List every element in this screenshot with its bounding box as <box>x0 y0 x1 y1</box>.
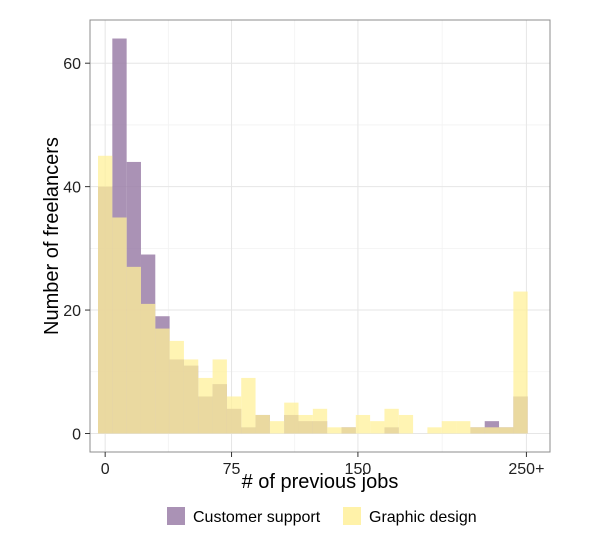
bar-graphic-design <box>355 414 371 434</box>
bar-graphic-design <box>112 217 127 434</box>
legend-key-customer-support <box>167 507 185 525</box>
bar-graphic-design <box>427 427 442 434</box>
graphic-design-bars <box>98 155 528 434</box>
y-tick-label: 20 <box>63 303 81 320</box>
legend-key-graphic-design <box>343 507 361 525</box>
bar-graphic-design <box>198 377 213 434</box>
bar-graphic-design <box>155 328 170 434</box>
legend-label-customer-support: Customer support <box>193 509 321 526</box>
x-tick-label: 150 <box>345 461 372 478</box>
legend: Customer support Graphic design <box>167 507 477 526</box>
bar-graphic-design <box>255 414 270 434</box>
bar-graphic-design <box>98 155 113 434</box>
bar-graphic-design <box>384 408 399 434</box>
bar-graphic-design <box>140 303 156 434</box>
x-tick-label: 250+ <box>508 461 544 478</box>
bar-graphic-design <box>470 427 485 434</box>
y-tick-label: 60 <box>63 56 81 73</box>
bar-graphic-design <box>398 414 414 434</box>
x-tick-label: 0 <box>101 461 110 478</box>
y-tick-label: 40 <box>63 180 81 197</box>
bar-graphic-design <box>226 396 242 434</box>
legend-label-graphic-design: Graphic design <box>369 509 477 526</box>
bar-graphic-design <box>312 408 328 434</box>
bar-graphic-design <box>456 421 471 434</box>
bar-graphic-design <box>212 359 227 434</box>
plot-border <box>89 19 551 453</box>
y-tick-label: 0 <box>72 426 81 443</box>
bar-graphic-design <box>169 340 184 434</box>
x-axis: 0 75 150 250+ <box>101 452 544 478</box>
bar-graphic-design <box>269 421 285 434</box>
bar-graphic-design <box>241 377 256 434</box>
bar-graphic-design <box>513 291 528 434</box>
bar-graphic-design <box>499 427 514 434</box>
bar-graphic-design <box>484 427 500 434</box>
bar-graphic-design <box>284 402 299 434</box>
x-axis-title: # of previous jobs <box>242 471 399 493</box>
bar-graphic-design <box>441 421 457 434</box>
bar-graphic-design <box>370 421 385 434</box>
bar-graphic-design <box>327 427 342 434</box>
y-axis: 0 20 40 60 <box>63 56 90 443</box>
x-tick-label: 75 <box>223 461 241 478</box>
y-axis-title: Number of freelancers <box>41 137 63 335</box>
bar-graphic-design <box>298 414 313 434</box>
bar-graphic-design <box>183 359 199 434</box>
bar-graphic-design <box>126 266 141 434</box>
bar-graphic-design <box>341 427 356 434</box>
